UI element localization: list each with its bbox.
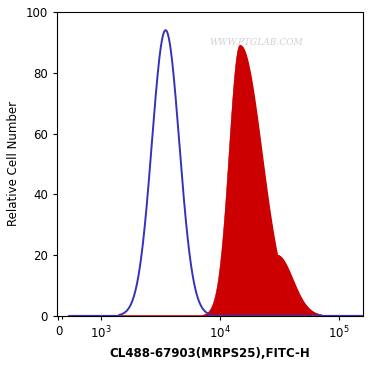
Y-axis label: Relative Cell Number: Relative Cell Number [7, 101, 20, 226]
X-axis label: CL488-67903(MRPS25),FITC-H: CL488-67903(MRPS25),FITC-H [110, 347, 310, 360]
Text: WWW.PTGLAB.COM: WWW.PTGLAB.COM [209, 38, 303, 47]
